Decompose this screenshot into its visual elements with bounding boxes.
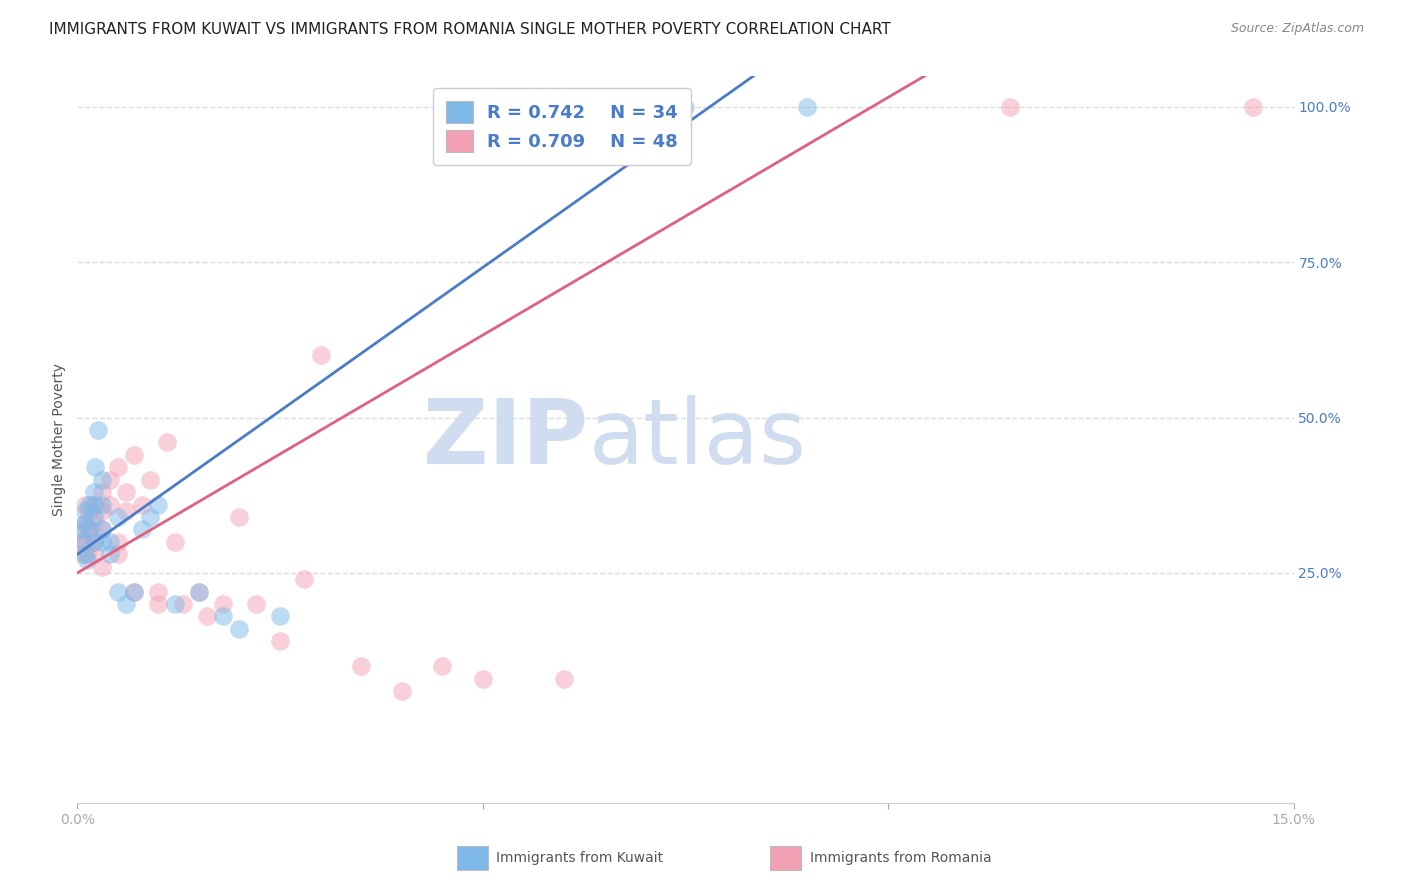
Point bbox=[107, 584, 129, 599]
Point bbox=[98, 473, 121, 487]
Point bbox=[84, 460, 107, 475]
Point bbox=[269, 609, 291, 624]
Point bbox=[90, 498, 112, 512]
Point bbox=[163, 534, 186, 549]
Text: Immigrants from Romania: Immigrants from Romania bbox=[810, 851, 991, 865]
Point bbox=[75, 516, 97, 531]
Point bbox=[553, 672, 575, 686]
Point bbox=[90, 534, 112, 549]
Point bbox=[212, 609, 235, 624]
Point bbox=[83, 510, 105, 524]
Point bbox=[245, 597, 267, 611]
Text: IMMIGRANTS FROM KUWAIT VS IMMIGRANTS FROM ROMANIA SINGLE MOTHER POVERTY CORRELAT: IMMIGRANTS FROM KUWAIT VS IMMIGRANTS FRO… bbox=[49, 22, 891, 37]
Point bbox=[350, 659, 373, 673]
Point bbox=[309, 348, 332, 362]
Point bbox=[75, 534, 97, 549]
Point bbox=[292, 572, 315, 586]
Point bbox=[90, 523, 112, 537]
Point bbox=[471, 672, 494, 686]
Point bbox=[90, 523, 112, 537]
Point bbox=[75, 547, 97, 561]
Point bbox=[76, 547, 98, 561]
Point bbox=[139, 473, 162, 487]
Point bbox=[115, 485, 138, 500]
Point bbox=[148, 597, 170, 611]
Point bbox=[83, 498, 105, 512]
Point bbox=[228, 510, 250, 524]
Point bbox=[107, 534, 129, 549]
Point bbox=[79, 523, 101, 537]
Point bbox=[122, 448, 145, 462]
Point bbox=[107, 510, 129, 524]
Point bbox=[79, 498, 101, 512]
Point bbox=[98, 534, 121, 549]
Point bbox=[391, 684, 413, 698]
Point bbox=[70, 523, 93, 537]
Point bbox=[148, 498, 170, 512]
Point bbox=[90, 504, 112, 518]
Point bbox=[73, 523, 96, 537]
Point bbox=[148, 584, 170, 599]
Point bbox=[75, 504, 97, 518]
Point bbox=[83, 516, 105, 531]
Point bbox=[188, 584, 211, 599]
Point bbox=[155, 435, 177, 450]
Point bbox=[76, 553, 98, 567]
Point bbox=[131, 523, 153, 537]
Point bbox=[998, 100, 1021, 114]
Text: Immigrants from Kuwait: Immigrants from Kuwait bbox=[496, 851, 664, 865]
Point bbox=[115, 597, 138, 611]
Point bbox=[83, 534, 105, 549]
Point bbox=[83, 547, 105, 561]
Point bbox=[430, 659, 453, 673]
Point bbox=[107, 547, 129, 561]
Point bbox=[122, 584, 145, 599]
Point bbox=[69, 547, 91, 561]
Point bbox=[188, 584, 211, 599]
Point bbox=[163, 597, 186, 611]
Point bbox=[131, 498, 153, 512]
Text: ZIP: ZIP bbox=[423, 395, 588, 483]
Point bbox=[107, 460, 129, 475]
Point bbox=[90, 559, 112, 574]
Point bbox=[75, 516, 97, 531]
Point bbox=[139, 510, 162, 524]
Point bbox=[98, 547, 121, 561]
Point bbox=[796, 100, 818, 114]
Point bbox=[1241, 100, 1264, 114]
Point bbox=[79, 504, 101, 518]
Y-axis label: Single Mother Poverty: Single Mother Poverty bbox=[52, 363, 66, 516]
Point bbox=[269, 634, 291, 648]
Text: Source: ZipAtlas.com: Source: ZipAtlas.com bbox=[1230, 22, 1364, 36]
Point bbox=[228, 622, 250, 636]
Legend: R = 0.742    N = 34, R = 0.709    N = 48: R = 0.742 N = 34, R = 0.709 N = 48 bbox=[433, 88, 690, 165]
Point bbox=[98, 498, 121, 512]
Point bbox=[212, 597, 235, 611]
Point bbox=[83, 485, 105, 500]
Point bbox=[195, 609, 218, 624]
FancyBboxPatch shape bbox=[457, 847, 488, 871]
FancyBboxPatch shape bbox=[770, 847, 801, 871]
Point bbox=[115, 504, 138, 518]
Point bbox=[79, 523, 101, 537]
Point bbox=[90, 473, 112, 487]
Text: atlas: atlas bbox=[588, 395, 806, 483]
Point bbox=[75, 498, 97, 512]
Point bbox=[90, 485, 112, 500]
Point bbox=[70, 534, 93, 549]
Point bbox=[83, 498, 105, 512]
Point bbox=[83, 534, 105, 549]
Point bbox=[122, 584, 145, 599]
Point bbox=[86, 423, 108, 437]
Point bbox=[172, 597, 194, 611]
Point bbox=[675, 100, 697, 114]
Point bbox=[73, 534, 96, 549]
